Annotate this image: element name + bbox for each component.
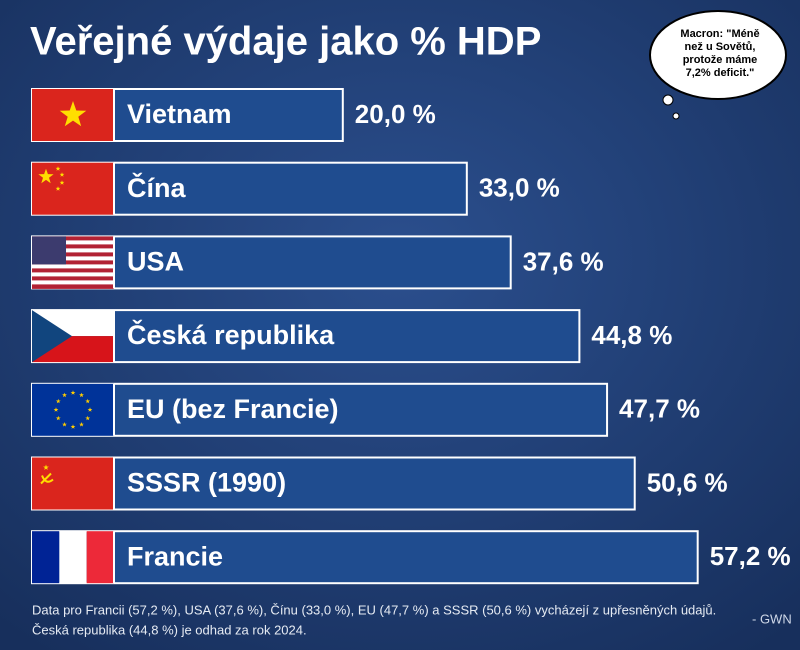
flag [32, 89, 114, 141]
bar [31, 309, 581, 364]
value-label: 57,2 % [710, 541, 791, 571]
flag-star [38, 168, 54, 184]
bar [31, 456, 636, 511]
flag-star [79, 392, 84, 398]
bar [31, 382, 609, 437]
flag-part [32, 310, 72, 363]
value-label: 20,0 % [355, 99, 436, 129]
flag-star [87, 407, 93, 412]
flag-star [70, 390, 76, 395]
annotation-line: 7,2% deficit." [686, 67, 755, 79]
flag-part [32, 252, 114, 257]
flag-part [32, 276, 114, 281]
flag-part [32, 284, 114, 289]
flag [32, 162, 114, 215]
flag-star [79, 422, 84, 427]
category-label: SSSR (1990) [127, 468, 286, 498]
category-label: EU (bez Francie) [127, 394, 339, 424]
flag-star [53, 407, 59, 412]
footnote: Česká republika (44,8 %) je odhad za rok… [32, 622, 307, 637]
flag-star [55, 166, 61, 171]
flag-part [86, 531, 114, 584]
flag-star [59, 101, 87, 127]
flag-part [59, 531, 87, 584]
flag [32, 531, 114, 584]
flag-part [32, 272, 114, 277]
flag-part [32, 248, 114, 253]
chart-title: Veřejné výdaje jako % HDP [30, 20, 541, 64]
flag [32, 383, 114, 436]
flag-star [55, 398, 61, 404]
annotation-line: Macron: "Méně [680, 28, 759, 40]
flag-star [85, 398, 91, 404]
flag-star [55, 415, 61, 421]
flag-star [85, 415, 91, 421]
flag-star [59, 180, 65, 185]
flag-star [55, 186, 61, 191]
flag-part [32, 162, 114, 215]
flag [32, 236, 114, 289]
flag-part [32, 457, 114, 510]
flag-part [32, 240, 114, 245]
value-label: 33,0 % [479, 173, 560, 203]
flag [32, 310, 114, 363]
footnote: Data pro Francii (57,2 %), USA (37,6 %),… [32, 602, 716, 617]
flag-part [32, 531, 60, 584]
value-label: 47,7 % [619, 394, 700, 424]
annotation-line: než u Sovětů, [685, 41, 756, 53]
category-label: Vietnam [127, 99, 232, 129]
flag-part [32, 268, 114, 273]
flag-star [70, 424, 76, 429]
flag-star [43, 464, 49, 470]
flag-part [32, 256, 114, 261]
signature: - GWN [752, 611, 792, 626]
category-label: USA [127, 247, 184, 277]
value-label: 50,6 % [647, 467, 728, 497]
category-label: Francie [127, 541, 223, 571]
flag [32, 457, 114, 510]
value-label: 44,8 % [591, 320, 672, 350]
flag-part [32, 280, 114, 285]
value-label: 37,6 % [523, 246, 604, 276]
flag-star [59, 172, 65, 177]
flag-part [32, 244, 114, 249]
flag-star [62, 392, 67, 398]
flag-part [32, 236, 114, 241]
flag-part [32, 236, 66, 265]
flag-emblem [40, 472, 54, 485]
flag-star [62, 422, 67, 427]
flag-part [32, 260, 114, 265]
thought-bubble [649, 10, 787, 120]
annotation-line: protože máme [683, 54, 758, 66]
flag-part [32, 264, 114, 269]
category-label: Česká republika [127, 319, 335, 350]
bar [31, 530, 699, 585]
category-label: Čína [127, 172, 186, 203]
